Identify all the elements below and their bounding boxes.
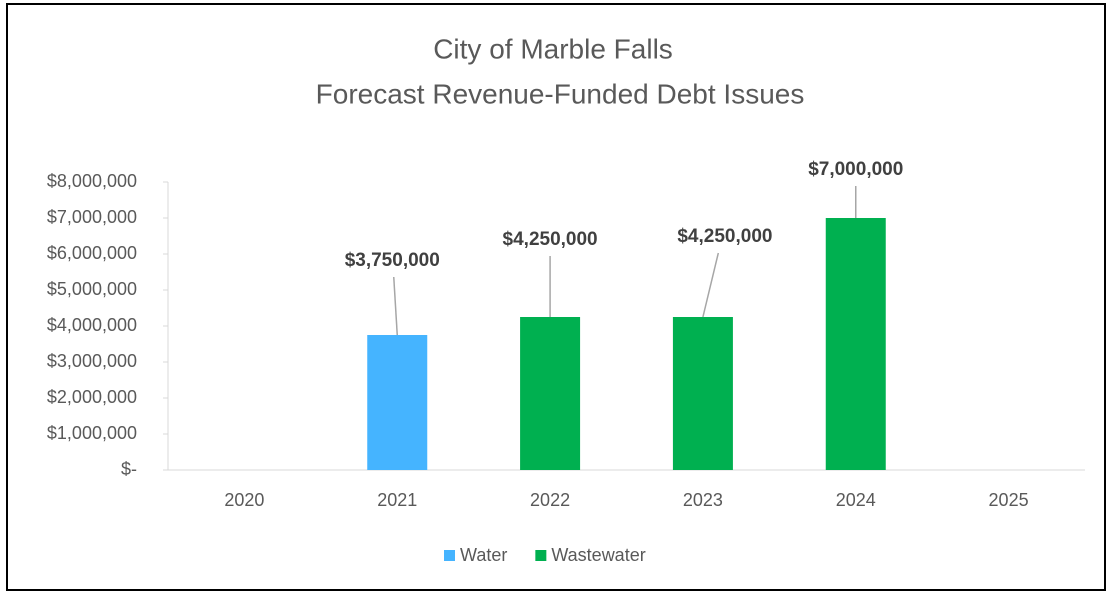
leader-line (702, 252, 720, 318)
bar (367, 335, 428, 470)
bar (825, 218, 886, 470)
x-tick-label: 2025 (989, 490, 1029, 510)
x-tick-label: 2022 (530, 490, 570, 510)
y-tick-label: $2,000,000 (47, 387, 137, 407)
y-tick-label: $7,000,000 (47, 207, 137, 227)
chart-border (6, 3, 1106, 591)
leader-line (393, 276, 398, 336)
bar (520, 317, 581, 470)
legend-label: Water (460, 545, 507, 565)
chart-title: City of Marble Falls (433, 33, 673, 64)
data-label: $4,250,000 (503, 229, 598, 250)
data-label: $3,750,000 (345, 250, 440, 271)
legend-swatch (535, 550, 547, 561)
legend-label: Wastewater (551, 545, 645, 565)
x-tick-label: 2021 (377, 490, 417, 510)
y-tick-label: $4,000,000 (47, 315, 137, 335)
legend-swatch (444, 550, 455, 561)
y-tick-label: $1,000,000 (47, 423, 137, 443)
x-tick-label: 2020 (224, 490, 264, 510)
y-tick-label: $5,000,000 (47, 279, 137, 299)
data-label: $4,250,000 (677, 226, 772, 247)
x-tick-label: 2024 (836, 490, 876, 510)
y-tick-label: $- (121, 459, 137, 479)
chart-subtitle: Forecast Revenue-Funded Debt Issues (316, 78, 805, 109)
y-tick-label: $8,000,000 (47, 171, 137, 191)
x-tick-label: 2023 (683, 490, 723, 510)
data-label: $7,000,000 (808, 159, 903, 180)
y-tick-label: $3,000,000 (47, 351, 137, 371)
y-tick-label: $6,000,000 (47, 243, 137, 263)
bar (672, 317, 733, 470)
